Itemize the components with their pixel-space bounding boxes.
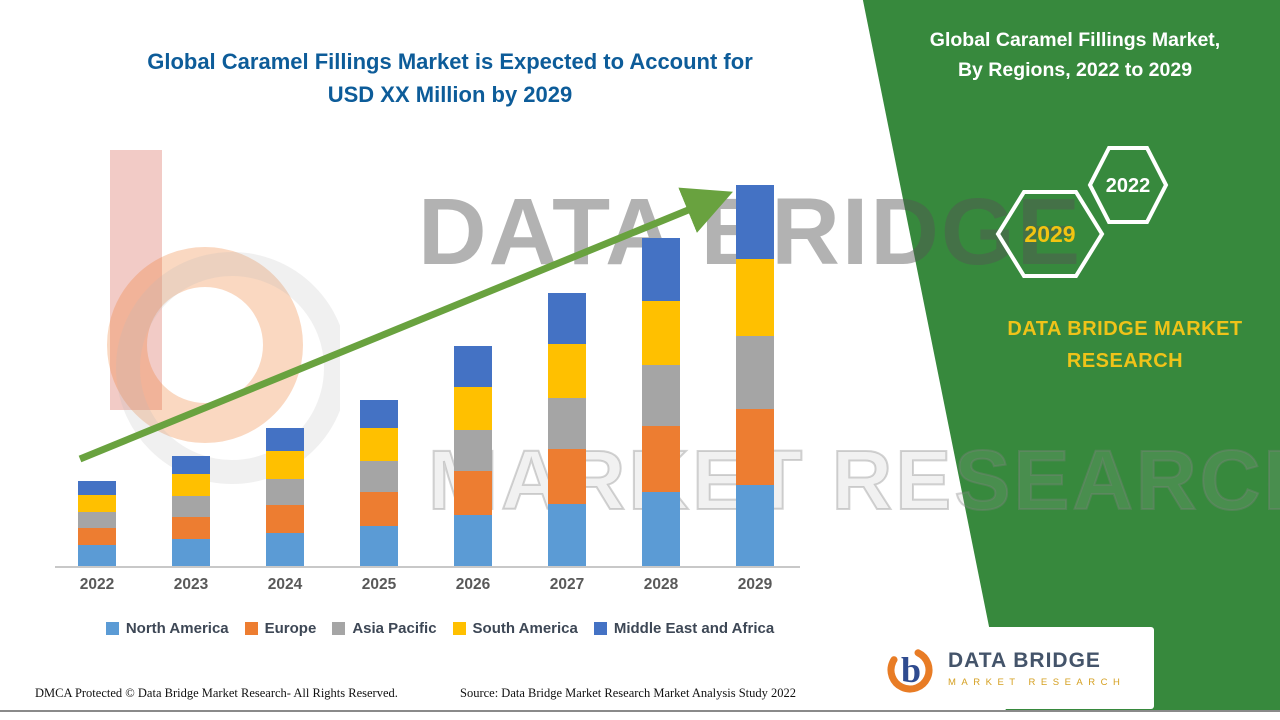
stacked-bar-2022 — [78, 481, 116, 566]
stacked-bar-2028 — [642, 238, 680, 566]
year-hexagons: 2022 2029 — [995, 146, 1169, 278]
x-axis-label-2025: 2025 — [361, 576, 397, 593]
panel-brand-line2: RESEARCH — [1066, 350, 1184, 372]
legend-item-middle-east-and-africa: Middle East and Africa — [593, 619, 775, 637]
hexagon-year-back-label: 2022 — [1106, 175, 1151, 197]
segment-asia-pacific — [266, 479, 304, 505]
hexagon-2029 — [995, 190, 1105, 278]
segment-middle-east-and-africa — [548, 293, 586, 344]
x-axis-label-2022: 2022 — [79, 576, 115, 593]
segment-europe — [266, 505, 304, 533]
stacked-bar-2027 — [548, 293, 586, 566]
x-axis-label-2023: 2023 — [173, 576, 209, 593]
logo-text: DATA BRIDGE MARKET RESEARCH — [948, 649, 1125, 688]
segment-asia-pacific — [642, 365, 680, 426]
legend-label: Asia Pacific — [352, 619, 437, 637]
logo-box: b DATA BRIDGE MARKET RESEARCH — [870, 627, 1154, 709]
segment-north-america — [172, 539, 210, 566]
legend-swatch — [244, 621, 258, 635]
stacked-bar-2024 — [266, 428, 304, 566]
legend-item-europe: Europe — [244, 619, 317, 637]
panel-brand-line1: DATA BRIDGE MARKET — [1007, 318, 1243, 340]
segment-south-america — [266, 451, 304, 479]
segment-europe — [172, 517, 210, 539]
segment-south-america — [548, 344, 586, 398]
legend-swatch — [452, 621, 466, 635]
chart-legend: North America Europe Asia Pacific South Ame… — [40, 615, 840, 641]
legend-item-asia-pacific: Asia Pacific — [332, 619, 437, 637]
segment-middle-east-and-africa — [172, 456, 210, 474]
segment-asia-pacific — [78, 512, 116, 528]
logo-tagline: MARKET RESEARCH — [948, 676, 1126, 688]
stacked-bar-2025 — [360, 400, 398, 566]
segment-middle-east-and-africa — [266, 428, 304, 451]
legend-item-north-america: North America — [105, 619, 229, 637]
stacked-bar-2029 — [736, 185, 774, 566]
stacked-bar-2023 — [172, 456, 210, 566]
stacked-bar-2026 — [454, 346, 492, 566]
segment-europe — [360, 492, 398, 526]
legend-label: Europe — [264, 619, 317, 637]
data-bridge-logo-icon: b — [887, 647, 933, 693]
chart-title: Global Caramel Fillings Market is Expect… — [50, 45, 850, 111]
x-axis-labels: 2022 2023 2024 2025 2026 2027 2028 2029 — [55, 576, 800, 598]
plot-area — [55, 150, 800, 568]
segment-europe — [454, 471, 492, 515]
legend-swatch — [593, 621, 607, 635]
segment-asia-pacific — [548, 398, 586, 449]
segment-europe — [78, 528, 116, 545]
segment-south-america — [454, 387, 492, 430]
panel-brand-text: DATA BRIDGE MARKET RESEARCH — [970, 313, 1280, 377]
svg-text:b: b — [901, 650, 921, 690]
segment-middle-east-and-africa — [736, 185, 774, 259]
segment-north-america — [266, 533, 304, 566]
segment-middle-east-and-africa — [360, 400, 398, 428]
segment-europe — [642, 426, 680, 492]
segment-north-america — [454, 515, 492, 566]
segment-north-america — [736, 485, 774, 566]
side-panel-title: Global Caramel Fillings Market, By Regio… — [880, 25, 1270, 85]
hexagon-2022 — [1087, 146, 1169, 224]
logo-name: DATA BRIDGE — [948, 648, 1101, 672]
chart-title-line1: Global Caramel Fillings Market is Expect… — [147, 49, 753, 74]
dmca-notice: DMCA Protected © Data Bridge Market Rese… — [35, 686, 398, 700]
side-panel-title-line2: By Regions, 2022 to 2029 — [957, 59, 1193, 81]
segment-south-america — [78, 495, 116, 512]
segment-middle-east-and-africa — [454, 346, 492, 387]
x-axis-label-2027: 2027 — [549, 576, 585, 593]
segment-north-america — [360, 526, 398, 566]
legend-label: North America — [125, 619, 229, 637]
x-axis-label-2024: 2024 — [267, 576, 303, 593]
chart-title-line2: USD XX Million by 2029 — [327, 82, 573, 107]
legend-swatch — [105, 621, 119, 635]
segment-middle-east-and-africa — [642, 238, 680, 301]
x-axis-label-2028: 2028 — [643, 576, 679, 593]
segment-north-america — [642, 492, 680, 566]
segment-europe — [736, 409, 774, 485]
segment-south-america — [360, 428, 398, 461]
segment-south-america — [642, 301, 680, 365]
bottom-divider — [0, 710, 1280, 720]
segment-asia-pacific — [172, 496, 210, 517]
hexagon-year-front-label: 2029 — [1024, 221, 1075, 247]
segment-middle-east-and-africa — [78, 481, 116, 495]
segment-asia-pacific — [454, 430, 492, 471]
segment-asia-pacific — [360, 461, 398, 492]
legend-label: South America — [472, 619, 578, 637]
x-axis-label-2026: 2026 — [455, 576, 491, 593]
segment-asia-pacific — [736, 336, 774, 409]
segment-north-america — [78, 545, 116, 566]
x-axis-label-2029: 2029 — [737, 576, 773, 593]
legend-label: Middle East and Africa — [613, 619, 775, 637]
source-note: Source: Data Bridge Market Research Mark… — [460, 686, 797, 700]
segment-europe — [548, 449, 586, 504]
segment-south-america — [172, 474, 210, 496]
legend-item-south-america: South America — [452, 619, 578, 637]
side-panel-title-line1: Global Caramel Fillings Market, — [929, 29, 1221, 51]
legend-swatch — [332, 621, 346, 635]
segment-north-america — [548, 504, 586, 566]
segment-south-america — [736, 259, 774, 336]
